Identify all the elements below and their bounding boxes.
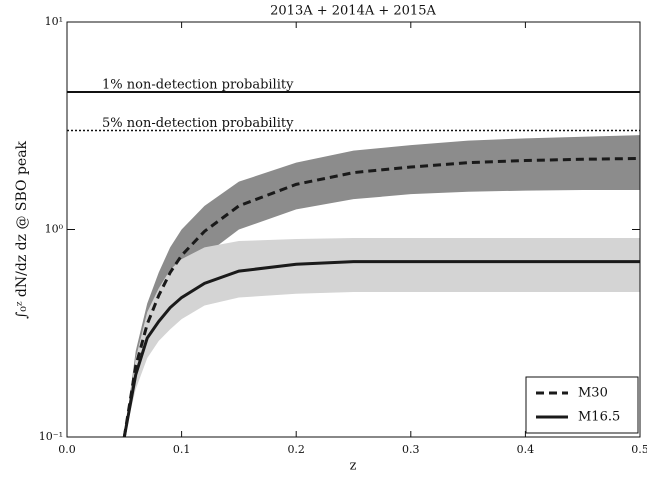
x-tick-label: 0.2 (287, 443, 305, 456)
legend-label: M30 (578, 386, 608, 401)
band (124, 237, 641, 437)
y-tick-label: 10⁰ (45, 223, 64, 236)
legend-box (525, 376, 639, 434)
x-tick-label: 0.5 (631, 443, 647, 456)
x-tick-label: 0.3 (402, 443, 420, 456)
x-tick-label: 0.4 (517, 443, 535, 456)
line (122, 260, 640, 438)
legend-label: M16.5 (578, 410, 620, 425)
annotation: 5% non-detection probability (102, 116, 294, 131)
y-tick-label: 10⁻¹ (39, 430, 63, 443)
band (124, 135, 641, 437)
x-tick-label: 0.0 (58, 443, 76, 456)
annotation: 1% non-detection probability (102, 77, 294, 92)
y-tick-label: 10¹ (45, 15, 63, 28)
x-axis-label: z (350, 459, 357, 474)
y-axis-label: ∫₀ᶻ dN/dz dz @ SBO peak (14, 140, 30, 319)
x-tick-label: 0.1 (173, 443, 191, 456)
chart-title: 2013A + 2014A + 2015A (270, 4, 436, 19)
